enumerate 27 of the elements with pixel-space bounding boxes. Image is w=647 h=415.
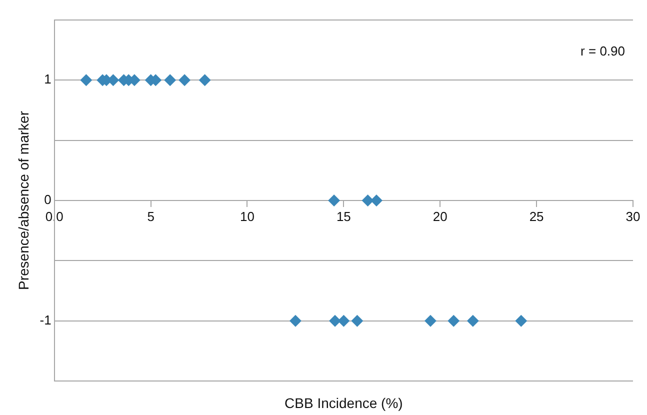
x-tick-label: 20 bbox=[432, 208, 448, 224]
y-tick-label: -1 bbox=[40, 312, 52, 328]
point bbox=[178, 74, 191, 86]
point bbox=[351, 314, 364, 327]
point bbox=[362, 194, 374, 206]
y-tick-label: 0 bbox=[44, 192, 52, 208]
point bbox=[80, 74, 92, 86]
x-tick-label: 25 bbox=[529, 208, 544, 224]
x-tick-label: 5 bbox=[147, 208, 154, 224]
point bbox=[289, 314, 302, 327]
point bbox=[328, 194, 340, 206]
point bbox=[424, 314, 436, 327]
x-tick-label: 15 bbox=[336, 208, 351, 224]
y-axis-title: Presence/absence of marker bbox=[15, 110, 32, 290]
y-tick-label: 1 bbox=[44, 72, 52, 87]
x-tick-label: 30 bbox=[626, 208, 640, 224]
point bbox=[448, 314, 460, 327]
x-tick-label: 10 bbox=[240, 208, 254, 224]
point bbox=[466, 314, 479, 327]
point bbox=[338, 314, 350, 327]
annotation: r = 0.90 bbox=[580, 44, 625, 59]
x-tick-label: 0.0 bbox=[45, 208, 64, 224]
x-axis-title: CBB Incidence (%) bbox=[284, 394, 403, 411]
point bbox=[329, 314, 341, 327]
point bbox=[164, 74, 176, 86]
point bbox=[198, 74, 211, 86]
point bbox=[515, 314, 528, 327]
